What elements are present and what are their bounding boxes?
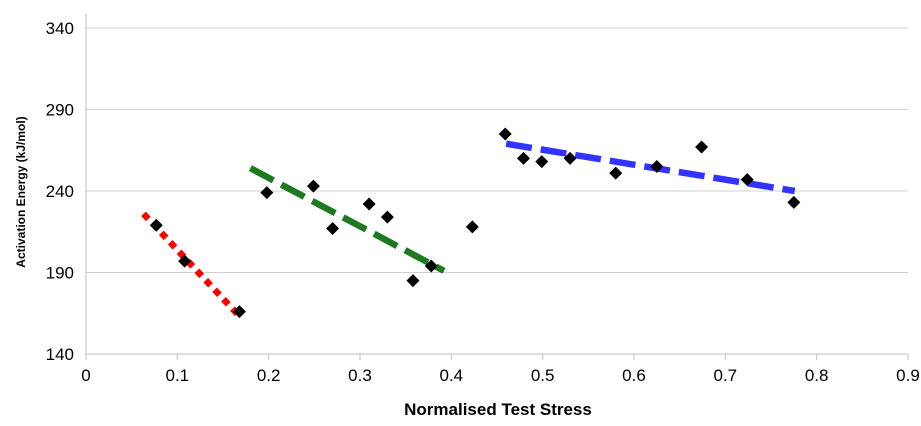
- data-point: [306, 179, 320, 193]
- axes: [85, 14, 909, 360]
- x-tick-label: 0.2: [257, 366, 281, 385]
- trendlines: [141, 140, 796, 321]
- x-tick-label: 0.7: [714, 366, 738, 385]
- data-point: [498, 127, 512, 141]
- data-point: [326, 221, 340, 235]
- x-tick-label: 0.5: [531, 366, 555, 385]
- data-point: [149, 218, 163, 232]
- x-tick-label: 0.4: [440, 366, 464, 385]
- data-point: [465, 220, 479, 234]
- y-tick-label: 190: [46, 264, 74, 283]
- x-tick-label: 0.3: [348, 366, 372, 385]
- tick-labels: 140 190 240 290 340 0 0.1 0.2 0.3 0.4 0.5 0.6 0.7 0.8…: [46, 19, 920, 385]
- data-point: [695, 140, 709, 154]
- data-point: [787, 195, 801, 209]
- trendline: [141, 211, 244, 321]
- y-tick-label: 290: [46, 101, 74, 120]
- y-tick-label: 340: [46, 19, 74, 38]
- data-point: [362, 197, 376, 211]
- x-tick-label: 0.6: [622, 366, 646, 385]
- data-point: [424, 259, 438, 273]
- data-points: [149, 127, 801, 319]
- data-point: [740, 173, 754, 187]
- x-tick-label: 0.8: [805, 366, 829, 385]
- y-axis-title: Activation Energy (kJ/mol): [14, 116, 28, 267]
- trendline: [248, 165, 446, 274]
- gridlines: [86, 27, 908, 273]
- y-tick-label: 240: [46, 182, 74, 201]
- data-point: [516, 151, 530, 165]
- x-tick-label: 0: [81, 366, 90, 385]
- y-tick-label: 140: [46, 345, 74, 364]
- data-point: [178, 254, 192, 268]
- x-tick-label: 0.9: [896, 366, 920, 385]
- data-point: [260, 186, 274, 200]
- data-point: [609, 166, 623, 180]
- data-point: [406, 274, 420, 288]
- x-axis-title: Normalised Test Stress: [404, 400, 592, 419]
- data-point: [563, 151, 577, 165]
- data-point: [380, 210, 394, 224]
- trendline: [505, 140, 796, 195]
- data-point: [535, 155, 549, 169]
- data-point: [650, 160, 664, 174]
- x-tick-label: 0.1: [166, 366, 190, 385]
- data-point: [232, 305, 246, 319]
